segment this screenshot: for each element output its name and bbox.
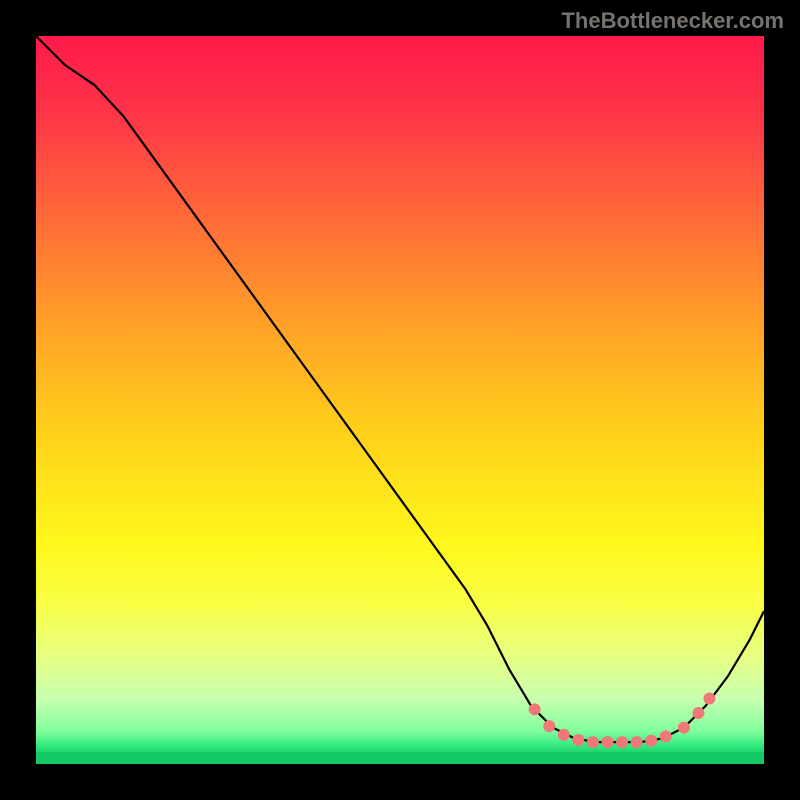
chart-svg xyxy=(0,0,800,800)
curve-marker xyxy=(631,737,642,748)
curve-marker xyxy=(573,734,584,745)
curve-marker xyxy=(602,737,613,748)
curve-marker xyxy=(587,737,598,748)
curve-marker xyxy=(678,722,689,733)
watermark-text: TheBottlenecker.com xyxy=(561,8,784,34)
curve-marker xyxy=(693,708,704,719)
curve-marker xyxy=(558,729,569,740)
curve-marker xyxy=(704,693,715,704)
curve-marker xyxy=(646,735,657,746)
chart-container: TheBottlenecker.com xyxy=(0,0,800,800)
plot-bottom-accent xyxy=(36,752,764,764)
curve-marker xyxy=(544,721,555,732)
curve-marker xyxy=(617,737,628,748)
curve-marker xyxy=(660,731,671,742)
curve-marker xyxy=(529,704,540,715)
